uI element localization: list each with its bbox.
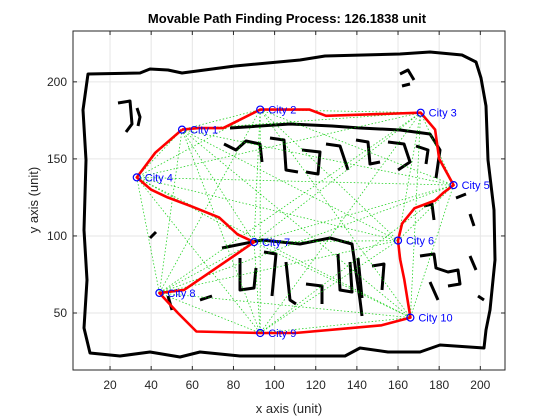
x-tick-label: 40 [144,378,158,392]
x-tick-label: 20 [103,378,117,392]
x-tick-label: 140 [347,378,367,392]
x-tick-label: 200 [470,378,490,392]
city-label: City 2 [268,105,296,117]
search-edge [136,177,160,294]
y-tick-label: 150 [47,152,67,166]
search-edge [260,109,421,114]
search-edge [159,241,255,294]
x-tick-label: 80 [227,378,241,392]
route-layer [135,108,455,335]
search-edge [181,129,255,243]
search-edge [260,317,411,334]
search-edge [159,292,411,319]
search-edge [159,292,261,334]
y-tick-label: 100 [47,229,67,243]
search-edge [181,129,454,186]
obstacle-bar-lower [221,236,364,317]
obstacle-right-upper [399,68,476,227]
city-marker [155,288,164,298]
search-edge [136,177,261,334]
search-edge [253,241,411,318]
search-edge [159,112,421,294]
outer-boundary [81,50,497,359]
city-label: City 6 [406,236,434,248]
city-label: City 9 [268,328,296,340]
search-edge [253,184,454,243]
y-axis-label: y axis (unit) [26,167,41,233]
axis-ticks: 20 40 60 80 100 120 140 160 180 200 50 100 150 200 [47,31,505,392]
city-marker [449,180,458,190]
obstacle-right-lower [419,252,485,302]
city-layer: City 1 City 2 City 3 City 4 City 5 City 6 City… [132,105,490,340]
search-edge [182,112,421,131]
search-edge [181,109,261,131]
search-edge [260,109,454,186]
search-edge [409,184,454,318]
search-edge [136,176,399,241]
x-tick-label: 160 [388,378,408,392]
search-edge [136,177,255,243]
search-edge [254,240,399,243]
search-edge [253,112,421,243]
city-label: City 10 [418,313,452,325]
city-marker [132,173,141,182]
search-edge [259,109,411,318]
search-edge [397,184,454,241]
search-edge [136,109,261,178]
city-label: City 8 [167,288,195,300]
search-edge [181,129,411,318]
city-label: City 1 [190,125,218,137]
search-edges [136,109,454,334]
x-tick-label: 180 [429,378,449,392]
city-marker [416,108,425,117]
x-axis-label: x axis (unit) [256,401,322,416]
city-label: City 4 [145,172,173,184]
chart-title: Movable Path Finding Process: 126.1838 u… [148,11,427,26]
city-marker [406,313,415,322]
search-edge [253,109,261,243]
city-label: City 7 [262,237,290,249]
city-marker [177,125,187,134]
search-edge [259,109,399,241]
search-edge [253,242,261,334]
city-label: City 5 [462,180,490,192]
obstacle-top-left [117,99,142,133]
y-tick-label: 50 [54,306,68,320]
plot-area: City 1 City 2 City 3 City 4 City 5 City 6 City… [73,31,505,370]
search-edge [136,177,411,318]
x-tick-label: 120 [306,378,326,392]
y-tick-label: 200 [47,75,67,89]
city-marker [256,105,265,114]
search-edge [159,240,399,294]
search-edge [397,112,422,241]
city-marker [393,236,403,245]
search-edge [159,129,183,294]
city-label: City 3 [429,108,457,120]
city-marker [256,328,265,338]
search-edge [181,129,261,334]
search-edge [136,176,454,186]
city-marker [249,238,259,247]
search-edge [136,112,421,178]
axes-box [72,30,506,371]
search-edge [409,112,422,318]
obstacle-word-upper [223,136,430,176]
x-tick-label: 60 [186,378,200,392]
x-tick-label: 100 [265,378,285,392]
route-line [135,108,455,335]
